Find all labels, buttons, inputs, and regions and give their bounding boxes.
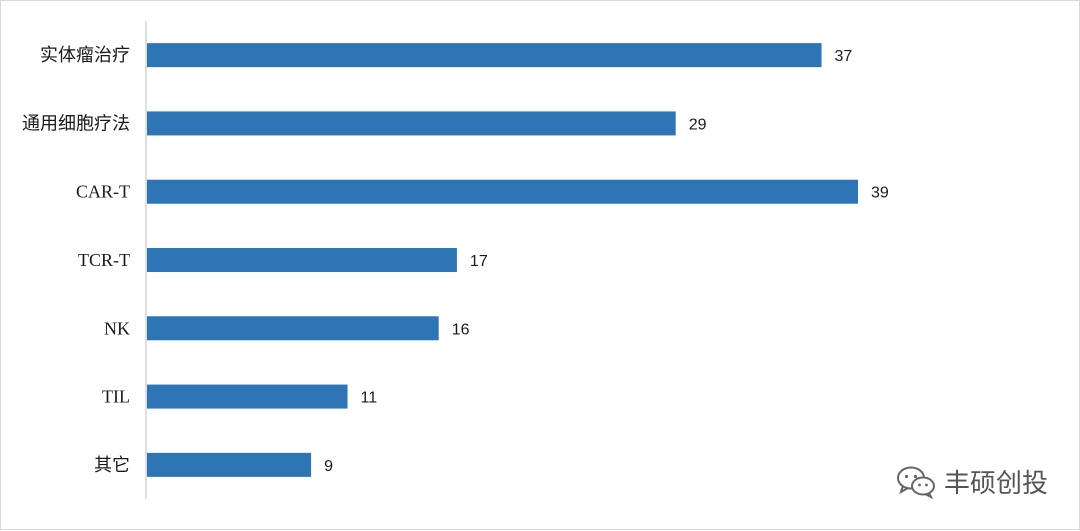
category-label-0: 实体瘤治疗 (40, 45, 130, 65)
bar-0 (147, 43, 822, 67)
wechat-logo-icon (896, 465, 936, 499)
value-label-6: 9 (324, 458, 333, 475)
category-label-2: CAR-T (76, 182, 130, 202)
category-label-5: TIL (102, 387, 130, 407)
bar-5 (147, 385, 348, 409)
bar-1 (147, 111, 676, 135)
bar-2 (147, 180, 858, 204)
bar-4 (147, 316, 439, 340)
value-label-0: 37 (835, 48, 853, 65)
value-label-1: 29 (689, 116, 707, 133)
category-label-6: 其它 (94, 455, 130, 475)
watermark-text: 丰硕创投 (944, 463, 1048, 500)
bar-3 (147, 248, 457, 272)
value-label-4: 16 (452, 321, 470, 338)
category-label-1: 通用细胞疗法 (22, 113, 130, 133)
watermark: 丰硕创投 (896, 463, 1048, 500)
category-label-3: TCR-T (78, 250, 130, 270)
value-label-2: 39 (871, 185, 889, 202)
value-label-5: 11 (361, 390, 378, 407)
bars-group: 实体瘤治疗 37 通用细胞疗法 29 CAR-T 39 TCR-T 17 NK 16 TIL 11 其它… (22, 43, 889, 477)
value-label-3: 17 (470, 253, 488, 270)
category-label-4: NK (104, 318, 130, 338)
bar-6 (147, 453, 311, 477)
